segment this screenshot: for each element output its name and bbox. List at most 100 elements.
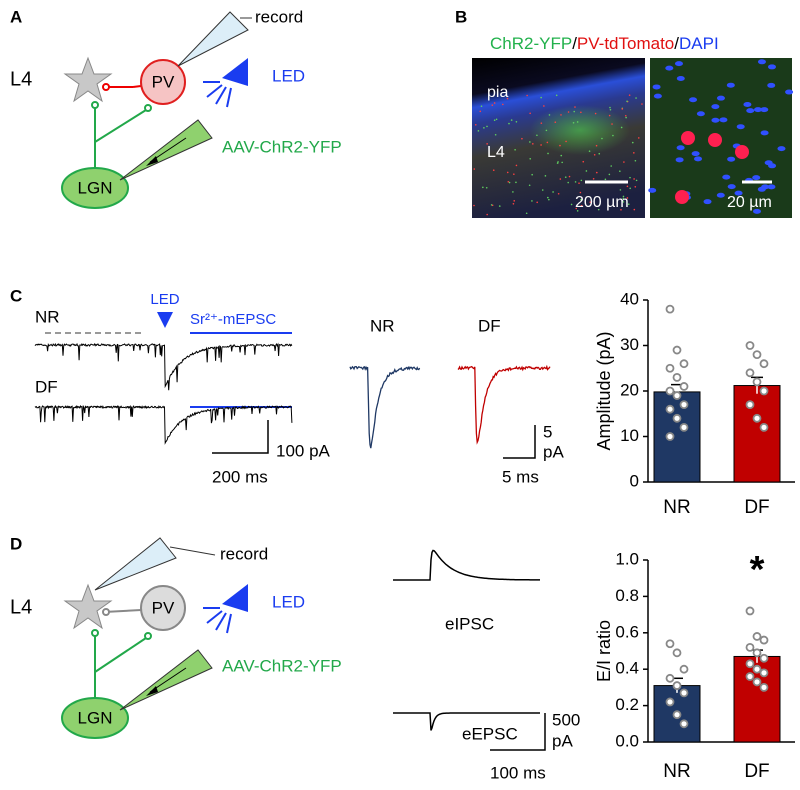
nucleus	[676, 75, 685, 81]
cell-dot	[570, 203, 573, 206]
layer-label: L4	[10, 596, 32, 618]
nucleus	[726, 82, 735, 88]
scale-label: 500	[552, 710, 580, 729]
window-label: Sr²⁺-mEPSC	[190, 311, 276, 328]
nucleus	[752, 175, 761, 181]
nucleus	[711, 117, 720, 123]
cell-dot	[536, 134, 538, 137]
nucleus	[694, 156, 703, 162]
nucleus	[736, 124, 745, 130]
title-part: DAPI	[679, 34, 719, 53]
led	[222, 58, 248, 86]
cell-dot	[479, 110, 482, 113]
cell-dot	[578, 182, 580, 184]
cell-dot	[510, 119, 513, 121]
cell-dot	[609, 108, 612, 111]
cell-dot	[608, 173, 611, 176]
led-marker	[157, 312, 173, 328]
cell-dot	[486, 143, 488, 145]
cell-dot	[627, 203, 630, 206]
x-tick-label: NR	[663, 497, 690, 518]
nucleus	[716, 95, 725, 101]
virus-label: AAV-ChR2-YFP	[222, 137, 342, 156]
cell-dot	[514, 148, 516, 151]
cell-dot	[608, 114, 611, 117]
cell-dot	[540, 96, 542, 99]
cell-dot	[548, 198, 550, 201]
nucleus	[703, 199, 712, 205]
data-point	[759, 359, 769, 369]
cell-dot	[526, 94, 528, 97]
cell-dot	[473, 204, 475, 207]
lgn	[61, 167, 129, 209]
cell-dot	[544, 175, 547, 177]
nucleus	[760, 107, 769, 113]
scale-label: 200 ms	[212, 467, 268, 486]
cell-label: PV	[152, 598, 175, 617]
data-point	[672, 710, 682, 720]
data-point	[752, 648, 762, 658]
cell-dot	[515, 181, 517, 184]
data-point	[665, 432, 675, 441]
pipette	[94, 537, 177, 591]
trace	[34, 342, 293, 391]
trace	[393, 712, 540, 731]
trace-label: DF	[478, 316, 501, 335]
cell-dot	[506, 171, 509, 174]
data-point	[759, 653, 769, 663]
annotation: *	[750, 549, 765, 591]
cell-dot	[580, 179, 583, 182]
cell-dot	[622, 201, 625, 203]
cell-dot	[593, 153, 596, 156]
cell-dot	[494, 133, 497, 136]
nucleus	[785, 89, 794, 95]
data-point	[672, 413, 682, 423]
led	[222, 584, 248, 612]
x-tick-label: DF	[744, 761, 769, 782]
cell-dot	[573, 110, 576, 113]
cell-dot	[595, 171, 598, 174]
x-tick-label: DF	[744, 497, 769, 518]
cell-dot	[576, 121, 579, 123]
cell-dot	[483, 127, 485, 129]
data-point	[679, 422, 689, 432]
star-neuron	[63, 583, 113, 630]
led-label: LED	[272, 592, 305, 611]
cell-dot	[612, 134, 614, 137]
cell-dot	[557, 161, 559, 163]
data-point	[759, 668, 769, 678]
layer-label: L4	[10, 68, 32, 90]
nucleus	[652, 84, 661, 90]
data-point	[679, 688, 689, 698]
data-point	[679, 719, 689, 729]
cell-dot	[491, 104, 494, 106]
nucleus	[760, 130, 769, 136]
pipette-label: record	[255, 7, 303, 26]
cell-dot	[508, 181, 511, 184]
trace-label: eIPSC	[445, 614, 494, 633]
y-tick-label: 0	[630, 471, 639, 490]
panel-b-title: ChR2-YFP/PV-tdTomato/DAPI	[490, 34, 719, 53]
cell-dot	[555, 94, 558, 97]
cell-dot	[604, 178, 607, 181]
light-rays	[203, 81, 232, 108]
cell-dot	[531, 200, 533, 202]
cell-dot	[611, 123, 613, 125]
cell-label: PV	[152, 72, 175, 91]
cell-dot	[620, 126, 623, 129]
y-tick-label: 20	[620, 380, 639, 399]
cell-dot	[541, 189, 544, 191]
cell-dot	[595, 144, 598, 147]
cell-dot	[580, 198, 582, 201]
data-point	[752, 377, 762, 387]
cell-dot	[512, 191, 514, 193]
nucleus	[777, 146, 786, 152]
cell-dot	[528, 184, 531, 187]
arrowhead	[146, 686, 158, 696]
y-tick-label: 0.0	[615, 731, 639, 750]
cell-dot	[634, 185, 637, 188]
synapse	[102, 608, 110, 616]
wire	[169, 546, 216, 556]
nucleus	[767, 64, 776, 70]
cell-dot	[486, 125, 488, 128]
